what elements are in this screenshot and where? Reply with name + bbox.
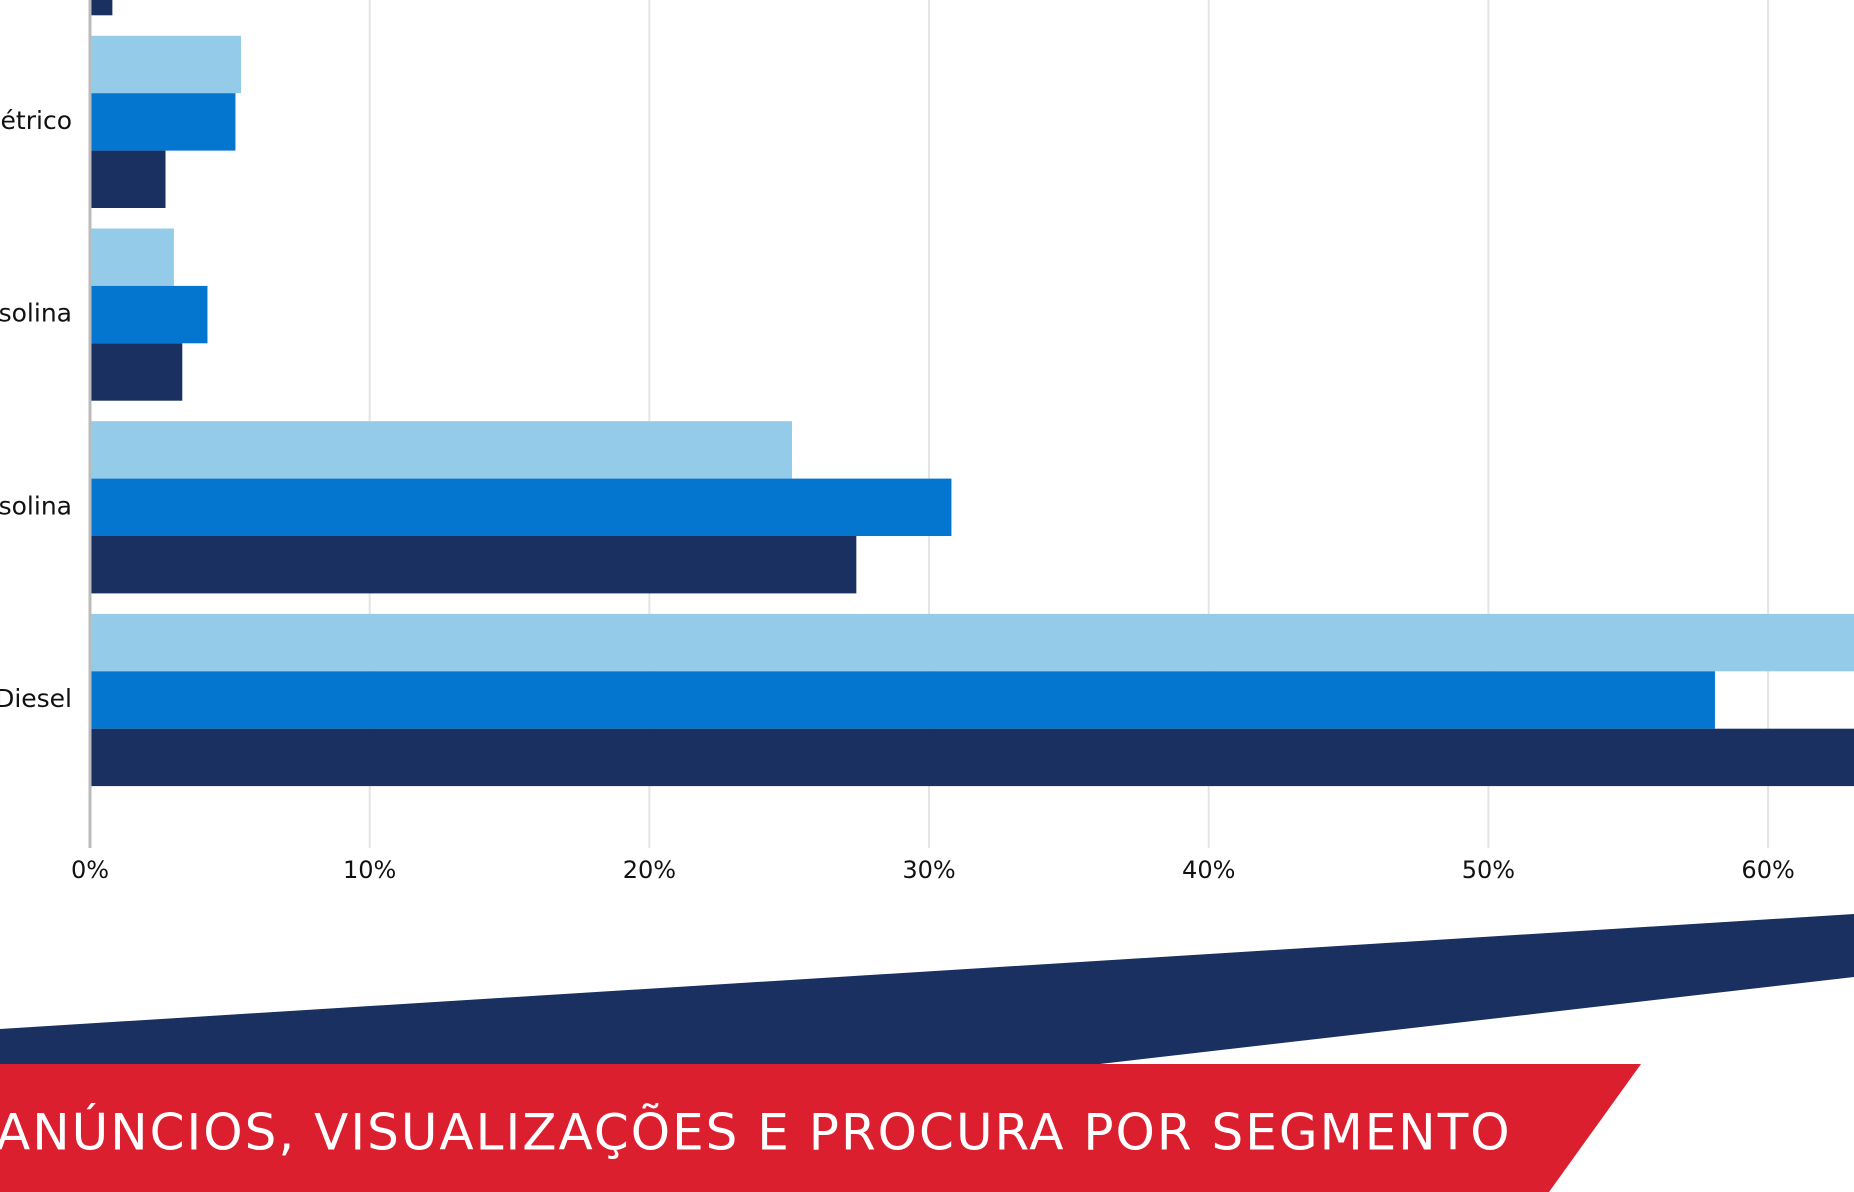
swoosh [0,914,1854,1064]
labels: 0% 10% 20% 30% 40% 50% 60% étrico solina solina Di… [0,106,1795,884]
bar [90,285,208,344]
bar [90,0,113,16]
banner-band [0,1064,1641,1192]
category-label: solina [0,299,72,328]
x-tick-label: 60% [1741,856,1794,884]
x-tick-label: 30% [902,856,955,884]
category-label: solina [0,491,72,520]
bar [90,613,1854,672]
bar [90,421,793,479]
banner-text: ANÚNCIOS, VISUALIZAÇÕES E PROCURA POR SE… [0,1103,1512,1162]
bar [90,728,1854,787]
bar [90,343,183,401]
bar [90,93,236,151]
bar [90,536,857,594]
category-label: Diesel [0,684,72,713]
bars [90,0,1854,787]
x-tick-label: 20% [623,856,676,884]
bar [90,35,242,94]
category-label: étrico [1,106,72,135]
bar [90,150,166,208]
bar [90,228,174,286]
x-tick-label: 40% [1182,856,1235,884]
x-tick-label: 10% [343,856,396,884]
bar [90,478,952,536]
x-tick-label: 50% [1462,856,1515,884]
bar [90,671,1715,729]
x-tick-label: 0% [71,856,109,884]
